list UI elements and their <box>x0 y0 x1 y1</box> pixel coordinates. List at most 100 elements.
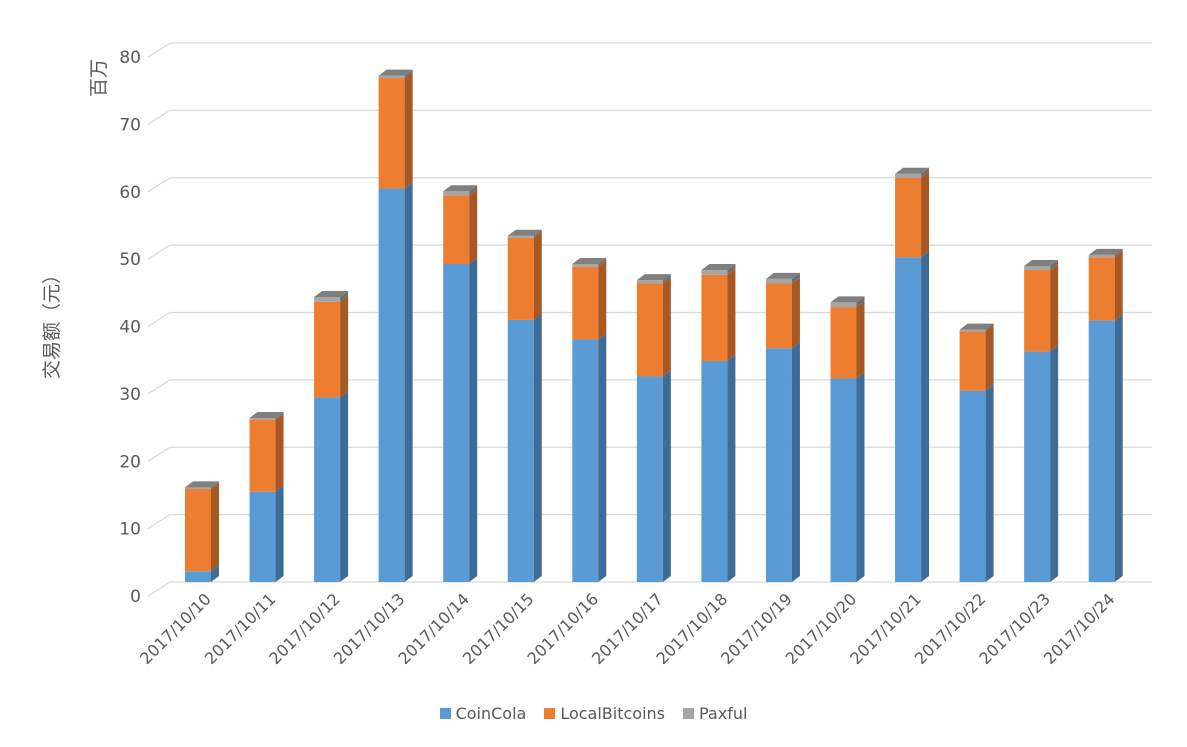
y-tick-label: 30 <box>119 385 141 405</box>
bar-coincola <box>895 257 922 582</box>
bar-top <box>895 167 930 174</box>
bar-paxful-side <box>275 411 284 420</box>
y-tick-label: 40 <box>119 318 141 338</box>
bar-paxful <box>572 263 599 267</box>
bar-stack <box>636 274 671 582</box>
bar-paxful-side <box>856 296 865 308</box>
y-axis-ticks: 0 10 20 30 40 50 60 70 80 <box>119 48 141 607</box>
bar-coincola-side <box>985 384 994 582</box>
bar-coincola-side <box>404 182 413 582</box>
bar-stack <box>378 69 413 582</box>
bar-coincola-side <box>340 391 349 582</box>
bar-stack <box>572 257 607 582</box>
gridline-depth <box>147 581 171 597</box>
y-tick-label: 20 <box>119 452 141 472</box>
bar-paxful-side <box>727 264 736 275</box>
bar-stack <box>895 167 930 582</box>
bar-localbitcoins <box>378 78 405 189</box>
bar-localbitcoins-side <box>211 483 219 572</box>
bar-coincola <box>572 339 599 582</box>
bar-top <box>314 291 349 298</box>
legend-swatch <box>439 708 451 719</box>
bar-localbitcoins <box>1024 270 1051 352</box>
gridline-depth <box>147 379 171 395</box>
bar-top <box>1088 248 1123 255</box>
bar-paxful <box>895 173 922 178</box>
bar-stack <box>701 264 736 582</box>
bar-localbitcoins-side <box>727 268 736 362</box>
bar-paxful <box>378 75 405 79</box>
bar-top <box>830 296 865 303</box>
bar-coincola-side <box>921 251 930 582</box>
bar-coincola-side <box>662 370 671 582</box>
bar-coincola-side <box>1050 345 1059 582</box>
bar-stack <box>959 323 994 582</box>
bar-coincola <box>249 491 276 582</box>
bar-stack <box>765 272 800 582</box>
bar-top <box>765 272 800 279</box>
bar-coincola <box>378 188 405 582</box>
y-tick-label: 80 <box>119 48 141 68</box>
bar-coincola-side <box>791 342 800 582</box>
bar-coincola-side <box>533 313 542 582</box>
legend-swatch <box>683 708 694 719</box>
bar-stack <box>314 291 349 582</box>
bar-paxful-side <box>1114 248 1123 258</box>
bar-paxful-side <box>533 229 542 238</box>
x-axis-labels: 2017/10/102017/10/112017/10/122017/10/13… <box>136 589 1118 668</box>
legend-item: CoinCola <box>439 704 526 723</box>
legend-label: LocalBitcoins <box>560 704 665 723</box>
bar-paxful-side <box>921 167 930 178</box>
bar-localbitcoins <box>895 177 922 258</box>
bar-paxful <box>959 329 986 332</box>
y-tick-label: 10 <box>119 520 141 540</box>
legend-item: Paxful <box>683 704 747 723</box>
gridline-depth <box>147 311 171 328</box>
bar-coincola-side <box>856 372 865 582</box>
y-tick-label: 0 <box>130 587 141 607</box>
bar-coincola-side <box>211 565 219 582</box>
gridline-depth <box>147 446 171 462</box>
bar-coincola <box>830 378 857 582</box>
bar-stack <box>249 411 284 582</box>
bar-localbitcoins-side <box>921 171 930 258</box>
bar-paxful <box>185 487 211 490</box>
bar-localbitcoins <box>314 301 341 398</box>
bar-top <box>378 69 413 76</box>
bar-top <box>701 264 736 271</box>
bar-top <box>636 274 671 281</box>
bar-localbitcoins-side <box>275 413 284 492</box>
bar-top <box>959 323 994 330</box>
y-tick-label: 50 <box>119 250 141 270</box>
bar-paxful-side <box>985 323 994 332</box>
bar-paxful-side <box>211 481 219 490</box>
legend-label: Paxful <box>699 704 748 723</box>
bar-localbitcoins-side <box>1114 251 1123 321</box>
legend-swatch <box>544 708 556 719</box>
bar-stack <box>443 185 478 582</box>
bar-paxful <box>765 278 792 284</box>
bar-localbitcoins-side <box>469 189 478 264</box>
bar-paxful <box>701 270 728 275</box>
bar-paxful <box>830 302 857 308</box>
bar-localbitcoins <box>507 237 534 320</box>
bar-top <box>443 185 478 192</box>
y-axis-title: 交易额（元） <box>41 265 63 379</box>
bar-localbitcoins-side <box>340 295 349 398</box>
bar-top <box>507 229 542 236</box>
bar-localbitcoins <box>701 274 728 362</box>
gridline-depth <box>147 42 171 58</box>
bar-coincola <box>185 571 211 582</box>
bar-paxful <box>249 417 276 420</box>
bar-top <box>249 411 284 418</box>
bar-coincola-side <box>275 485 284 582</box>
bar-coincola <box>314 397 341 582</box>
bar-paxful-side <box>340 291 349 302</box>
bar-localbitcoins <box>636 283 663 377</box>
bar-coincola <box>443 263 470 582</box>
bar-paxful-side <box>404 69 413 79</box>
bar-localbitcoins-side <box>598 260 607 340</box>
bar-coincola <box>1024 351 1051 582</box>
bar-localbitcoins <box>249 419 276 492</box>
